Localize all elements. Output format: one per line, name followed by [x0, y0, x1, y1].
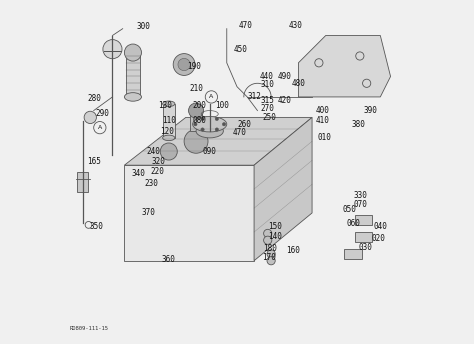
Circle shape	[201, 128, 204, 131]
Text: 420: 420	[278, 96, 292, 105]
Circle shape	[178, 58, 190, 71]
Circle shape	[103, 40, 122, 59]
Text: 070: 070	[353, 200, 367, 209]
Text: 210: 210	[189, 84, 203, 93]
Circle shape	[201, 117, 204, 121]
Bar	[355, 215, 372, 225]
Text: 380: 380	[351, 120, 365, 129]
Text: 290: 290	[95, 109, 109, 118]
Text: 310: 310	[261, 80, 275, 89]
Text: 312: 312	[247, 93, 261, 101]
Circle shape	[267, 250, 275, 258]
Text: A: A	[98, 125, 102, 130]
Text: 315: 315	[260, 96, 274, 105]
Text: 130: 130	[158, 101, 173, 110]
Text: 160: 160	[286, 246, 301, 255]
Ellipse shape	[163, 101, 175, 107]
Text: 470: 470	[233, 128, 246, 137]
Ellipse shape	[124, 93, 141, 101]
Text: 280: 280	[88, 94, 101, 103]
Text: 150: 150	[268, 222, 282, 231]
Text: 250: 250	[263, 113, 276, 122]
Text: 450: 450	[234, 45, 247, 54]
Text: 410: 410	[316, 116, 329, 125]
Ellipse shape	[196, 124, 223, 138]
Text: 480: 480	[292, 79, 305, 88]
Text: 060: 060	[346, 219, 360, 228]
Bar	[163, 104, 175, 138]
Text: 320: 320	[152, 157, 165, 166]
Bar	[126, 53, 140, 94]
Text: 110: 110	[162, 116, 176, 125]
Text: 270: 270	[260, 104, 274, 114]
Circle shape	[222, 122, 226, 126]
Ellipse shape	[163, 135, 175, 141]
Circle shape	[264, 229, 272, 237]
Circle shape	[160, 143, 177, 160]
Circle shape	[84, 111, 96, 123]
Text: 200: 200	[192, 101, 207, 110]
Text: 090: 090	[203, 147, 217, 156]
Text: 430: 430	[288, 21, 302, 30]
Text: RD809-111-15: RD809-111-15	[70, 326, 109, 332]
Text: A: A	[210, 95, 213, 99]
Text: 240: 240	[146, 147, 161, 156]
Circle shape	[124, 44, 141, 61]
Bar	[77, 172, 88, 193]
Circle shape	[184, 129, 208, 153]
Text: 010: 010	[317, 133, 331, 142]
Bar	[345, 249, 362, 259]
Text: 300: 300	[137, 22, 150, 32]
Text: 030: 030	[358, 243, 372, 251]
Text: 350: 350	[90, 222, 103, 231]
Bar	[190, 110, 202, 131]
Text: 490: 490	[278, 72, 292, 81]
Text: 100: 100	[215, 101, 228, 110]
Text: 340: 340	[131, 169, 145, 178]
Text: 020: 020	[372, 234, 386, 243]
Text: 220: 220	[150, 168, 164, 176]
Text: 040: 040	[374, 222, 387, 231]
Circle shape	[194, 122, 197, 126]
Text: 470: 470	[239, 21, 253, 30]
Circle shape	[189, 103, 203, 118]
Text: 360: 360	[162, 255, 176, 264]
Circle shape	[173, 54, 195, 75]
Circle shape	[267, 257, 275, 265]
Text: 400: 400	[316, 106, 329, 115]
Text: 170: 170	[263, 253, 276, 262]
Polygon shape	[254, 117, 312, 261]
Circle shape	[215, 117, 219, 121]
Text: 370: 370	[141, 208, 155, 217]
Text: 260: 260	[237, 120, 251, 129]
Circle shape	[215, 128, 219, 131]
Polygon shape	[124, 165, 254, 261]
Polygon shape	[124, 117, 312, 165]
Text: 190: 190	[188, 62, 201, 71]
Text: 165: 165	[87, 157, 101, 166]
Polygon shape	[299, 35, 391, 97]
Text: 440: 440	[259, 72, 273, 81]
Text: 140: 140	[268, 232, 282, 241]
Text: 080: 080	[192, 116, 207, 125]
Text: 120: 120	[160, 127, 174, 136]
Bar	[355, 232, 372, 242]
Circle shape	[264, 236, 272, 244]
Ellipse shape	[192, 117, 227, 132]
Text: 180: 180	[263, 244, 277, 253]
Text: 230: 230	[145, 180, 159, 189]
Text: 050: 050	[343, 205, 356, 214]
Text: 390: 390	[363, 106, 377, 115]
Text: 330: 330	[353, 191, 367, 201]
